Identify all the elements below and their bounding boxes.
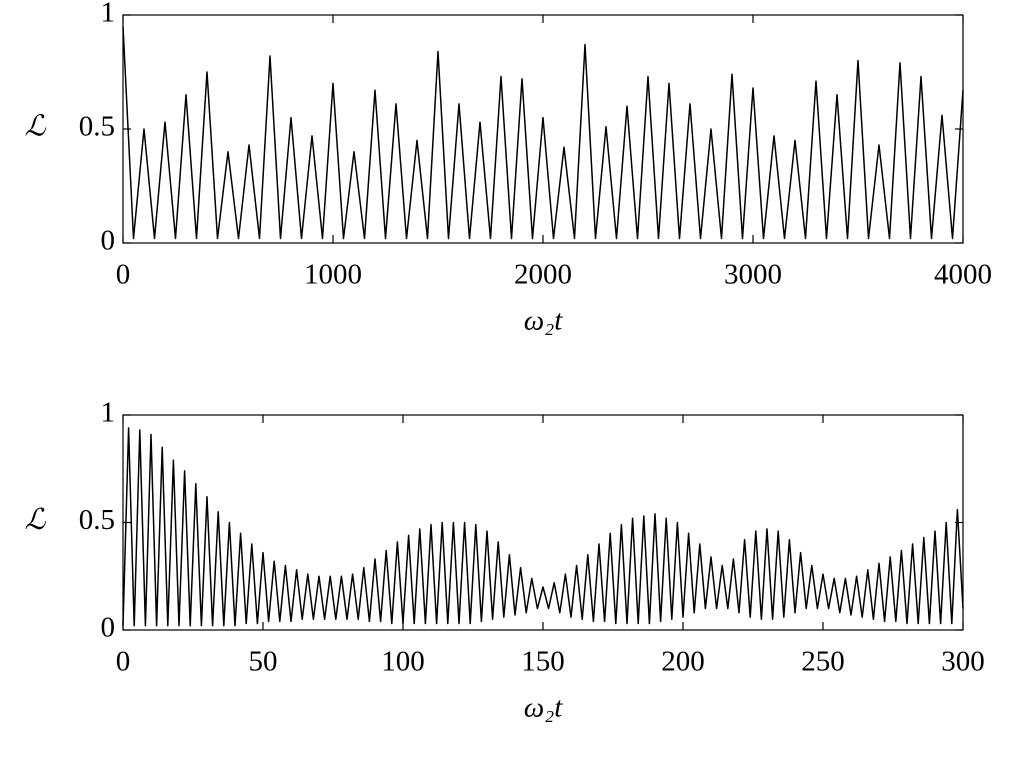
y-tick-label: 0.5 [79,111,115,143]
y-axis-label: ℒ [25,111,47,143]
y-tick-label: 0 [101,225,116,257]
y-tick-label: 1 [101,397,116,429]
x-tick-label: 250 [801,646,845,678]
x-axis-label: ω₂t [524,692,564,724]
y-axis-label: ℒ [25,504,47,536]
data-line [122,427,964,627]
x-tick-label: 100 [381,646,425,678]
x-tick-label: 0 [116,646,131,678]
x-tick-label: 150 [521,646,565,678]
x-tick-label: 3000 [724,259,782,291]
x-tick-label: 4000 [934,259,992,291]
x-tick-label: 200 [661,646,705,678]
x-tick-label: 50 [249,646,278,678]
x-axis-label: ω₂t [524,305,564,337]
y-tick-label: 0 [101,612,116,644]
axes-box [122,14,964,244]
x-tick-label: 1000 [304,259,362,291]
x-tick-label: 300 [941,646,985,678]
y-tick-label: 0.5 [79,504,115,536]
data-line [122,26,964,240]
y-tick-label: 1 [101,0,116,29]
x-tick-label: 0 [116,259,131,291]
x-tick-label: 2000 [514,259,572,291]
